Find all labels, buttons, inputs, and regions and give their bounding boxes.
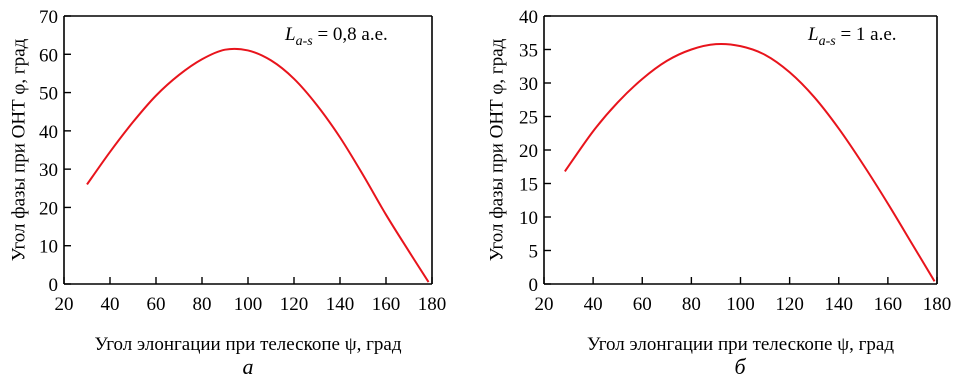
y-tick-label: 35 <box>519 41 538 62</box>
annotation-value: = 0,8 а.е. <box>313 24 388 45</box>
y-tick-label: 25 <box>519 108 538 129</box>
x-tick-label: 120 <box>280 294 309 315</box>
y-tick-label: 40 <box>519 7 538 28</box>
y-tick-label: 60 <box>39 45 58 66</box>
x-tick-label: 20 <box>55 294 74 315</box>
y-axis-title: Угол фазы при ОНТ φ, град <box>8 38 29 261</box>
x-tick-label: 20 <box>535 294 554 315</box>
panel-letter: б <box>734 354 746 378</box>
y-tick-label: 10 <box>39 237 58 258</box>
x-axis-title: Угол элонгации при телескопе ψ, град <box>587 334 894 355</box>
x-tick-label: 160 <box>874 294 903 315</box>
series-line <box>564 42 936 282</box>
chart-panel-b: 20 40 60 80 100 120 140 160 1800510152025303540 … <box>486 7 951 378</box>
x-tick-label: 180 <box>923 294 952 315</box>
y-tick-label: 15 <box>519 175 538 196</box>
annotation-label: La-s = 1 а.е. <box>807 24 897 49</box>
chart-panel-a: 20 40 60 80 100 120 140 160 180 0 10 20 30 40 50 60 70 L… <box>8 7 446 378</box>
y-tick-label: 0 <box>529 275 539 296</box>
series-line <box>86 47 430 283</box>
y-tick-label: 50 <box>39 84 58 105</box>
y-axis-title: Угол фазы при ОНТ φ, град <box>486 38 507 261</box>
x-tick-label: 180 <box>418 294 447 315</box>
annotation-subscript: a-s <box>819 34 837 49</box>
panel-letter: а <box>243 354 254 378</box>
y-tick-label: 5 <box>529 242 539 263</box>
y-tick-label: 30 <box>39 160 58 181</box>
x-tick-label: 80 <box>682 294 701 315</box>
x-tick-label: 140 <box>326 294 355 315</box>
y-tick-label: 70 <box>39 7 58 28</box>
x-tick-label: 40 <box>101 294 120 315</box>
x-tick-label: 120 <box>775 294 804 315</box>
x-tick-label: 80 <box>193 294 212 315</box>
x-tick-label: 140 <box>825 294 854 315</box>
x-tick-label: 40 <box>584 294 603 315</box>
annotation-label: La-s = 0,8 а.е. <box>284 24 388 49</box>
annotation-symbol: L <box>807 24 819 45</box>
tick-group: 20 40 60 80 100 120 140 160 180 0 10 20 30 40 50 60 70 <box>39 7 446 315</box>
y-tick-label: 10 <box>519 208 538 229</box>
annotation-value: = 1 а.е. <box>836 24 897 45</box>
x-tick-label: 160 <box>372 294 401 315</box>
y-tick-label: 0 <box>49 275 59 296</box>
tick-group: 20 40 60 80 100 120 140 160 180 0 5 10 15 20 25 30 35 40 <box>519 7 951 315</box>
x-tick-label: 60 <box>147 294 166 315</box>
y-tick-label: 20 <box>519 141 538 162</box>
annotation-symbol: L <box>284 24 296 45</box>
x-axis-title: Угол элонгации при телескопе ψ, град <box>94 334 401 355</box>
x-tick-label: 60 <box>633 294 652 315</box>
annotation-subscript: a-s <box>296 34 314 49</box>
x-tick-label: 100 <box>234 294 263 315</box>
y-tick-label: 40 <box>39 122 58 143</box>
y-tick-label: 20 <box>39 198 58 219</box>
x-tick-label: 100 <box>726 294 755 315</box>
y-tick-label: 30 <box>519 74 538 95</box>
